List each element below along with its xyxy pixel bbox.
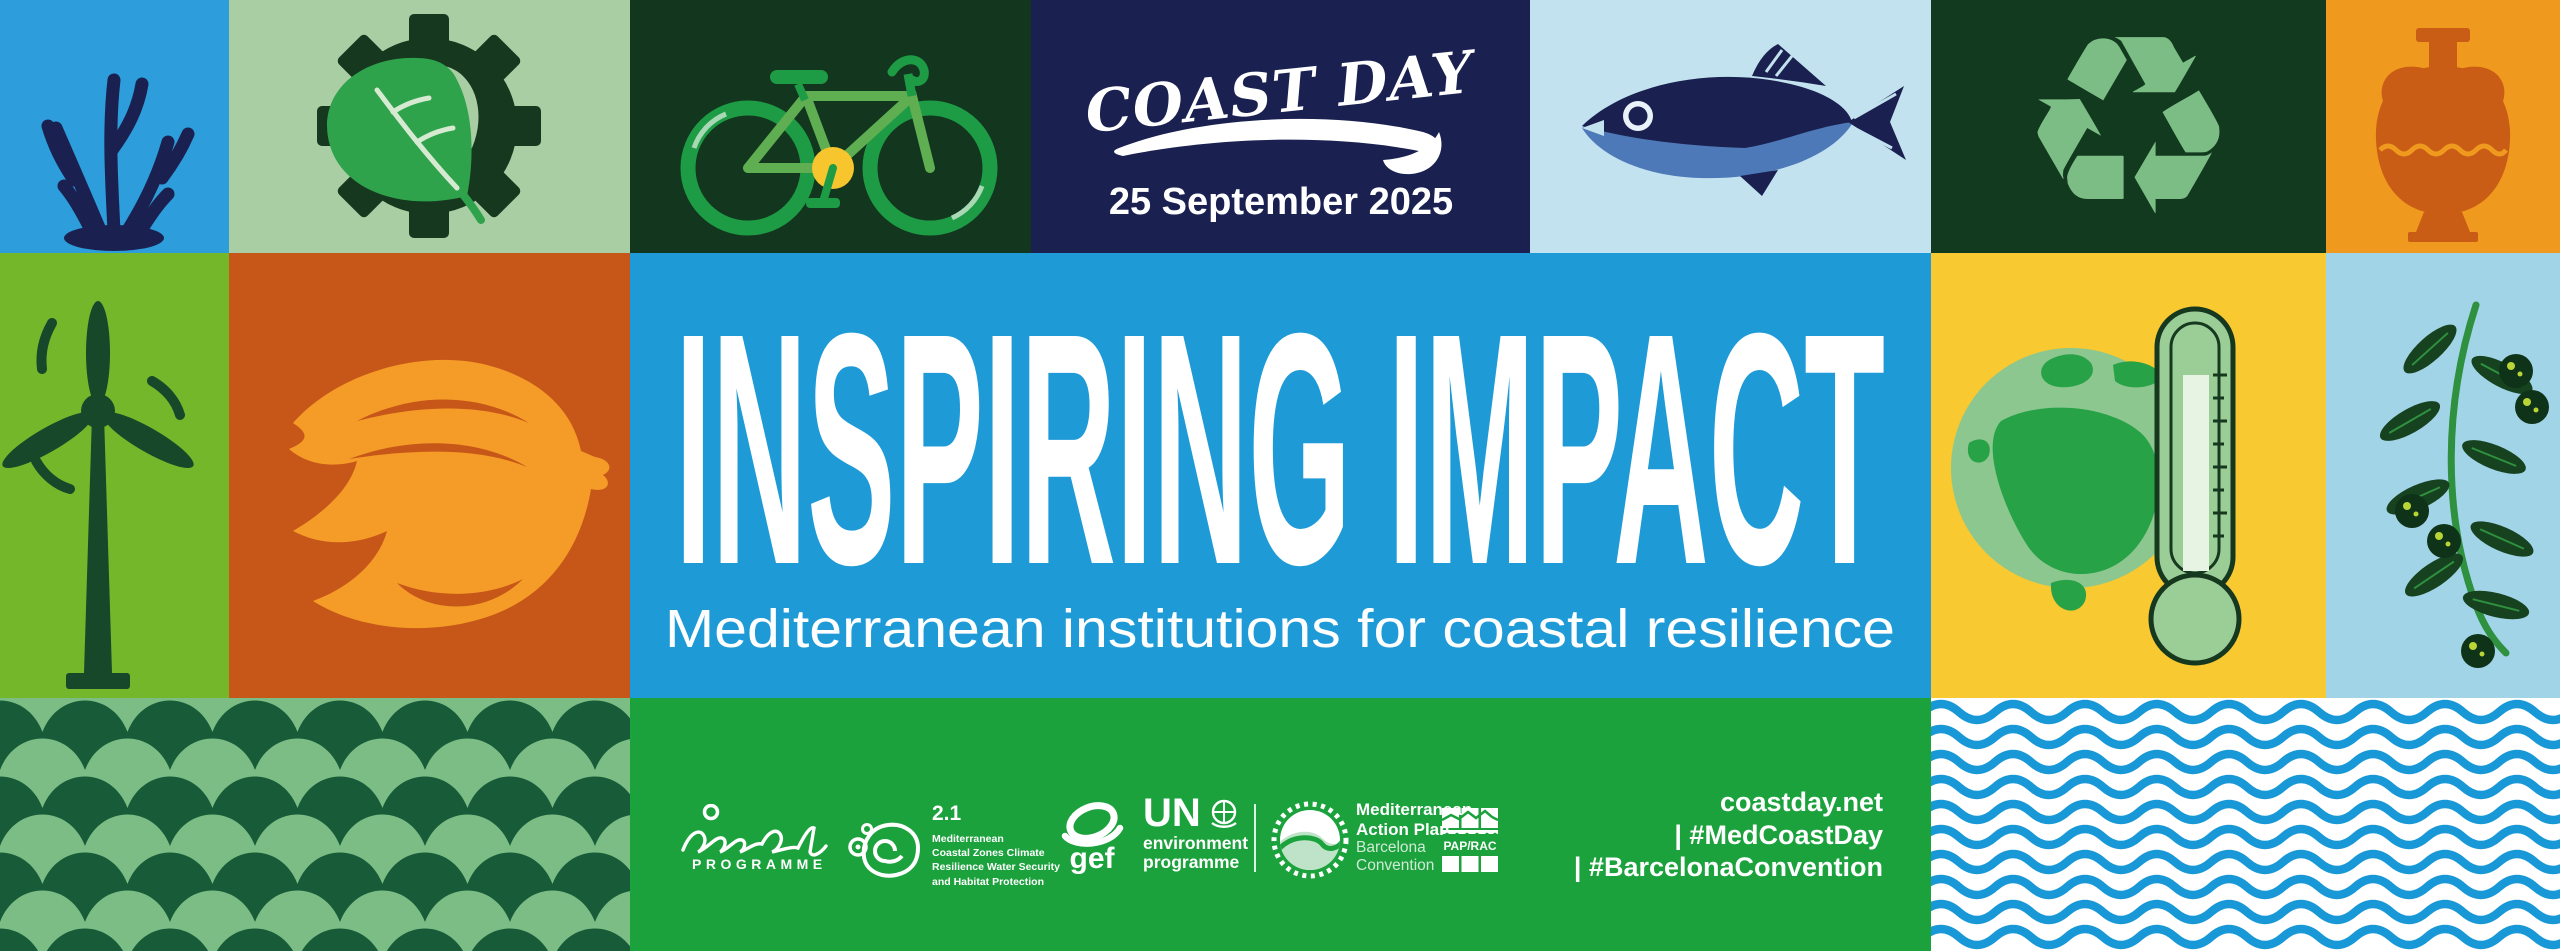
olive-branch-icon xyxy=(2379,301,2549,668)
hashtag-medcoastday: | #MedCoastDay xyxy=(1674,819,1883,850)
olives xyxy=(2395,354,2549,668)
med-programme-label: PROGRAMME xyxy=(692,856,827,872)
earth-thermometer-icon xyxy=(1951,306,2242,666)
divider xyxy=(1254,804,1256,872)
scallop-wave-pattern xyxy=(0,698,630,951)
tile-coral xyxy=(0,0,229,253)
coral-icon xyxy=(41,73,195,251)
recycling-icon: ♻ xyxy=(2016,0,2241,253)
event-date: 25 September 2025 xyxy=(1109,181,1453,223)
med-programme-logo xyxy=(681,804,828,857)
fish-icon xyxy=(1582,44,1906,196)
headline-lockup: INSPIRING IMPACT Mediterranean instituti… xyxy=(665,264,1895,659)
paprac-logo: PAP/RAC xyxy=(1442,808,1498,872)
map-line2: Action Plan xyxy=(1356,819,1450,839)
gef-label: gef xyxy=(1069,842,1115,875)
tile-dove xyxy=(229,253,630,698)
project-number: 2.1 xyxy=(932,802,962,825)
snail-icon xyxy=(848,822,921,878)
wave-lines-pattern xyxy=(1931,699,2560,950)
project-name-line: and Habitat Protection xyxy=(932,875,1045,888)
headline-title: INSPIRING IMPACT xyxy=(675,264,1885,633)
unep-line2: programme xyxy=(1143,852,1240,872)
tile-recycling: ♻ xyxy=(1931,0,2326,253)
tile-headline: INSPIRING IMPACT Mediterranean instituti… xyxy=(630,253,1931,698)
bicycle-icon xyxy=(680,55,998,236)
tile-olive-branch xyxy=(2326,253,2560,698)
website-url: coastday.net xyxy=(1719,787,1883,817)
tile-scallop-waves xyxy=(0,698,630,951)
project-name-line: Resilience Water Security xyxy=(932,861,1060,874)
un-emblem-icon xyxy=(1211,799,1237,828)
project-name-line: Coastal Zones Climate xyxy=(932,847,1045,860)
wind-turbine-icon xyxy=(2,301,194,689)
links-block: coastday.net | #MedCoastDay | #Barcelona… xyxy=(1574,786,1883,884)
project-name-line: Mediterranean xyxy=(932,833,1004,845)
un-environment-logo: UN environment programme xyxy=(1143,791,1249,872)
med-wordmark-script xyxy=(681,826,828,857)
tile-wave-lines xyxy=(1931,698,2560,951)
gef-logo xyxy=(1061,802,1124,847)
map-line4: Convention xyxy=(1356,857,1435,874)
tile-partner-logos: PROGRAMME 2.1 Mediterranean Coastal Zone… xyxy=(630,698,1931,951)
project-name: Mediterranean Coastal Zones Climate Resi… xyxy=(932,832,1060,889)
tile-amphora xyxy=(2326,0,2560,253)
gear-leaf-icon xyxy=(317,14,541,238)
paprac-label: PAP/RAC xyxy=(1443,839,1496,853)
tile-gear-leaf xyxy=(229,0,630,253)
un-acronym: UN xyxy=(1143,791,1201,835)
headline-subtitle: Mediterranean institutions for coastal r… xyxy=(665,599,1895,659)
map-emblem xyxy=(1271,801,1349,879)
wave-hook-icon xyxy=(1383,132,1442,175)
unep-line1: environment xyxy=(1143,833,1249,853)
coast-day-logo: COAST DAY 25 September 2025 xyxy=(1082,37,1481,223)
amphora-icon xyxy=(2375,28,2511,242)
hashtag-barcelonaconvention: | #BarcelonaConvention xyxy=(1573,852,1883,882)
dove-icon xyxy=(289,359,610,629)
tile-earth-thermometer xyxy=(1931,253,2326,698)
tile-fish xyxy=(1530,0,1931,253)
map-line3: Barcelona xyxy=(1356,839,1426,856)
tile-coast-day: COAST DAY 25 September 2025 xyxy=(1031,0,1530,253)
tile-bicycle xyxy=(630,0,1031,253)
swoosh-icon xyxy=(1114,118,1440,156)
tile-wind-turbine xyxy=(0,253,229,698)
